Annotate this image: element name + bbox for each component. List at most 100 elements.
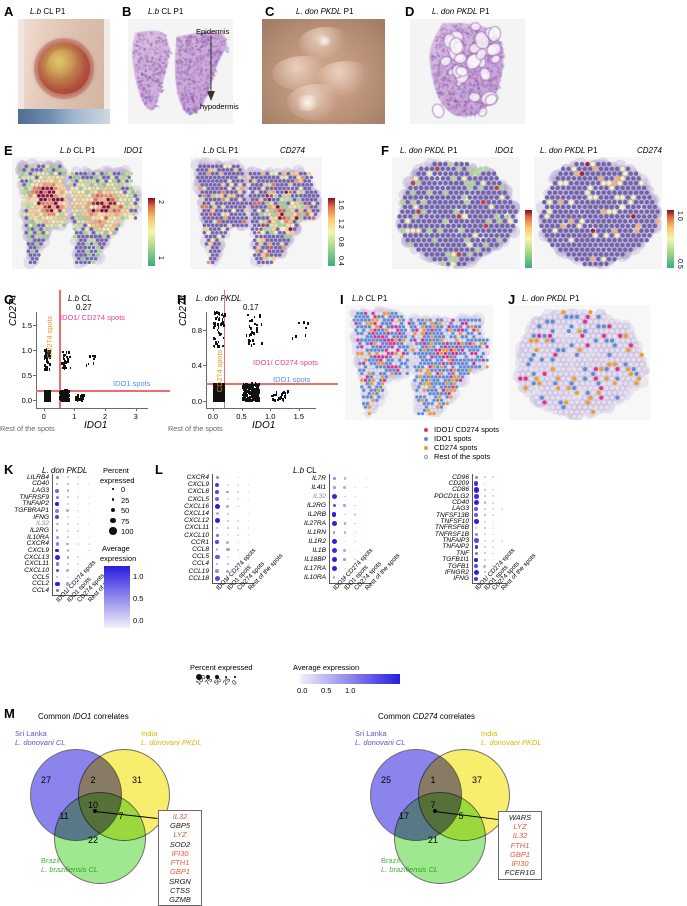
scatter-point [220, 394, 223, 397]
dotplot-dot [237, 491, 240, 493]
dotplot-dot [354, 540, 357, 543]
panel-f-map1-gene: IDO1 [495, 146, 514, 155]
scatter-point [62, 364, 65, 368]
dotplot-dot [354, 504, 357, 507]
panel-e-map1-sample-rest: CL P1 [73, 146, 96, 155]
dotplot-dot [215, 482, 220, 487]
scatter-point [65, 360, 67, 364]
scatter-point [215, 393, 217, 396]
venn-title-1: Common CD274 correlates [378, 712, 475, 721]
dotplot-gene-label: CXCL16 [184, 502, 209, 510]
panel-letter-l: L [155, 462, 163, 477]
dotplot-dot [501, 489, 503, 491]
dotplot-dot [474, 551, 478, 556]
scatter-point [213, 395, 216, 398]
dotplot-dot [88, 523, 90, 525]
venn-gene-LYZ: LYZ [513, 822, 527, 832]
dotplot-gene-label: IL7R [312, 474, 326, 482]
scatter-point [244, 386, 247, 389]
scatter-point [248, 397, 250, 401]
dotplot-gene-label: IL32 [36, 520, 49, 528]
percent-legend-dot-25 [111, 498, 115, 501]
scatter-point [248, 338, 250, 342]
venn-gene-SOD2: SOD2 [169, 839, 191, 849]
panel-c-title: L. don PKDL P1 [296, 7, 353, 16]
scatter-point [215, 386, 217, 389]
dotplot-dot [501, 520, 503, 523]
scatter-point [67, 389, 70, 393]
scatter-point [62, 362, 65, 365]
venn-gene-GZMB: GZMB [169, 894, 191, 904]
panel-l-dotplot-interleukins: IL7R IL4I1 IL32 IL2RG IL2RB IL27RA IL1RN IL1R2 I… [285, 474, 401, 592]
dotplot-dot [483, 514, 486, 517]
dotplot-dot [66, 522, 69, 526]
colorbar-tick-label: 1 [157, 255, 164, 260]
scatter-point [218, 312, 220, 315]
dotplot-dot [66, 489, 69, 492]
scatter-point [48, 368, 51, 371]
x-tick [298, 408, 300, 411]
scatter-point [46, 397, 48, 400]
scatter-point [254, 395, 256, 398]
scatter-point [217, 386, 219, 389]
venn-count-AC: 11 [59, 811, 69, 821]
venn-circle-2[interactable] [54, 792, 146, 884]
percent-legend-title-line1: Percent [103, 466, 129, 475]
dotplot-dot [474, 545, 478, 549]
dotplot-dot [216, 562, 219, 566]
scatter-point [244, 384, 246, 387]
scatter-point [47, 361, 50, 364]
x-tick [241, 408, 243, 411]
percent-legend-value-25: 25 [121, 495, 130, 505]
dotplot-axes [472, 474, 506, 584]
venn-count-AB: 1 [430, 775, 436, 785]
dotplot-gene-label: IL10RA [27, 533, 49, 541]
dotplot-dot [343, 477, 346, 480]
dotplot-dot [54, 554, 60, 561]
venn-gene-GBP1: GBP1 [509, 849, 530, 859]
dotplot-dot [501, 527, 503, 529]
venn-count-C_only: 21 [427, 835, 438, 845]
scatter-point [275, 391, 278, 394]
venn-title-0: Common IDO1 correlates [38, 712, 129, 721]
panel-f-map1-sample-rest: P1 [447, 146, 458, 155]
dotplot-dot [225, 547, 230, 552]
panel-letter-e: E [4, 143, 13, 158]
panel-b-title: L.b CL P1 [148, 7, 183, 16]
scatter-point [214, 391, 217, 395]
dotplot-dot [248, 520, 250, 522]
dotplot-dot [66, 502, 69, 506]
dotplot-dot [483, 482, 486, 485]
dotplot-dot [473, 487, 479, 493]
dotplot-dot [88, 529, 90, 532]
panel-i-classified-spots-map [345, 305, 493, 420]
dotplot-dot [483, 476, 486, 479]
scatter-point [61, 396, 64, 400]
x-tick-label: 1 [72, 412, 77, 421]
scatter-point [221, 386, 223, 389]
venn-gene-WARS: WARS [508, 813, 532, 822]
scatter-point [304, 334, 307, 337]
scatter-point [65, 392, 68, 396]
scatter-point [63, 353, 65, 357]
dotplot-dot [77, 503, 79, 505]
x-tick [135, 408, 137, 411]
panel-j-title-rest: P1 [569, 294, 580, 303]
dotplot-gene-label: LAG3 [32, 487, 49, 495]
dotplot-dot [226, 483, 229, 486]
panel-h-dual-spots-label: IDO1/ CD274 spots [253, 358, 319, 367]
dotplot-dot [55, 548, 60, 553]
dotplot-dot [474, 557, 479, 562]
venn-set-species-0: L. donovani CL [355, 738, 406, 747]
dotplot-dot [214, 575, 220, 582]
scatter-point [256, 394, 259, 397]
dotplot-dot [483, 501, 486, 504]
scatter-point [60, 396, 63, 400]
scatter-point [44, 393, 47, 396]
scatter-point [248, 325, 251, 328]
scatter-point [216, 391, 218, 394]
scatter-point [75, 398, 77, 401]
panel-e-map2-sample-italic: L.b [203, 146, 215, 155]
dotplot-dot [77, 509, 80, 512]
venn-circle-2[interactable] [394, 792, 486, 884]
